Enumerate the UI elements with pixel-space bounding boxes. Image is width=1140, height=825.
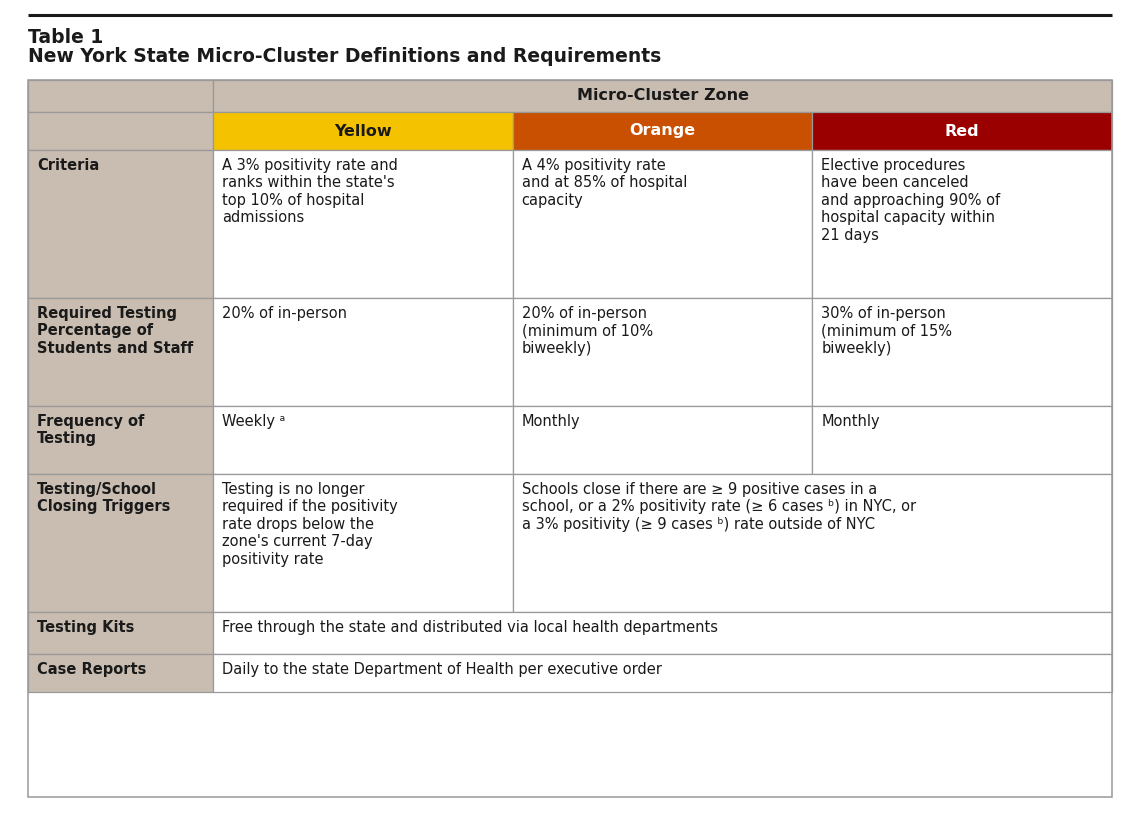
Text: 20% of in-person: 20% of in-person bbox=[222, 306, 347, 321]
Bar bbox=[513, 298, 813, 406]
Text: Testing is no longer
required if the positivity
rate drops below the
zone's curr: Testing is no longer required if the pos… bbox=[222, 482, 398, 567]
Bar bbox=[28, 80, 1112, 797]
Text: Elective procedures
have been canceled
and approaching 90% of
hospital capacity : Elective procedures have been canceled a… bbox=[821, 158, 1001, 243]
Text: Free through the state and distributed via local health departments: Free through the state and distributed v… bbox=[222, 620, 718, 635]
Bar bbox=[28, 406, 213, 474]
Bar bbox=[513, 150, 813, 298]
Text: Weekly ᵃ: Weekly ᵃ bbox=[222, 414, 285, 429]
Text: Testing Kits: Testing Kits bbox=[36, 620, 135, 635]
Bar bbox=[28, 112, 213, 150]
Bar bbox=[28, 298, 213, 406]
Bar bbox=[213, 112, 513, 150]
Text: Red: Red bbox=[945, 124, 979, 139]
Bar bbox=[213, 406, 513, 474]
Text: New York State Micro-Cluster Definitions and Requirements: New York State Micro-Cluster Definitions… bbox=[28, 47, 661, 66]
Text: Monthly: Monthly bbox=[821, 414, 880, 429]
Bar bbox=[213, 298, 513, 406]
Bar bbox=[213, 80, 1112, 112]
Bar bbox=[513, 406, 813, 474]
Text: Testing/School
Closing Triggers: Testing/School Closing Triggers bbox=[36, 482, 170, 515]
Text: A 4% positivity rate
and at 85% of hospital
capacity: A 4% positivity rate and at 85% of hospi… bbox=[522, 158, 687, 208]
Text: Micro-Cluster Zone: Micro-Cluster Zone bbox=[577, 88, 749, 103]
Text: Case Reports: Case Reports bbox=[36, 662, 146, 677]
Text: 30% of in-person
(minimum of 15%
biweekly): 30% of in-person (minimum of 15% biweekl… bbox=[821, 306, 952, 356]
Bar bbox=[213, 474, 513, 612]
Bar bbox=[28, 474, 213, 612]
Bar bbox=[28, 612, 213, 654]
Text: Daily to the state Department of Health per executive order: Daily to the state Department of Health … bbox=[222, 662, 662, 677]
Bar bbox=[213, 150, 513, 298]
Bar bbox=[28, 654, 213, 692]
Bar bbox=[513, 112, 813, 150]
Text: Frequency of
Testing: Frequency of Testing bbox=[36, 414, 145, 446]
Bar bbox=[813, 112, 1112, 150]
Text: Orange: Orange bbox=[629, 124, 695, 139]
Bar bbox=[813, 298, 1112, 406]
Bar bbox=[513, 474, 1112, 612]
Text: Schools close if there are ≥ 9 positive cases in a
school, or a 2% positivity ra: Schools close if there are ≥ 9 positive … bbox=[522, 482, 915, 532]
Bar bbox=[213, 654, 1112, 692]
Bar bbox=[28, 150, 213, 298]
Bar bbox=[813, 406, 1112, 474]
Text: A 3% positivity rate and
ranks within the state's
top 10% of hospital
admissions: A 3% positivity rate and ranks within th… bbox=[222, 158, 398, 225]
Text: 20% of in-person
(minimum of 10%
biweekly): 20% of in-person (minimum of 10% biweekl… bbox=[522, 306, 653, 356]
Bar bbox=[213, 612, 1112, 654]
Bar bbox=[28, 80, 213, 112]
Text: Criteria: Criteria bbox=[36, 158, 99, 173]
Text: Required Testing
Percentage of
Students and Staff: Required Testing Percentage of Students … bbox=[36, 306, 194, 356]
Text: Monthly: Monthly bbox=[522, 414, 580, 429]
Bar bbox=[813, 150, 1112, 298]
Text: Table 1: Table 1 bbox=[28, 28, 104, 47]
Text: Yellow: Yellow bbox=[334, 124, 392, 139]
